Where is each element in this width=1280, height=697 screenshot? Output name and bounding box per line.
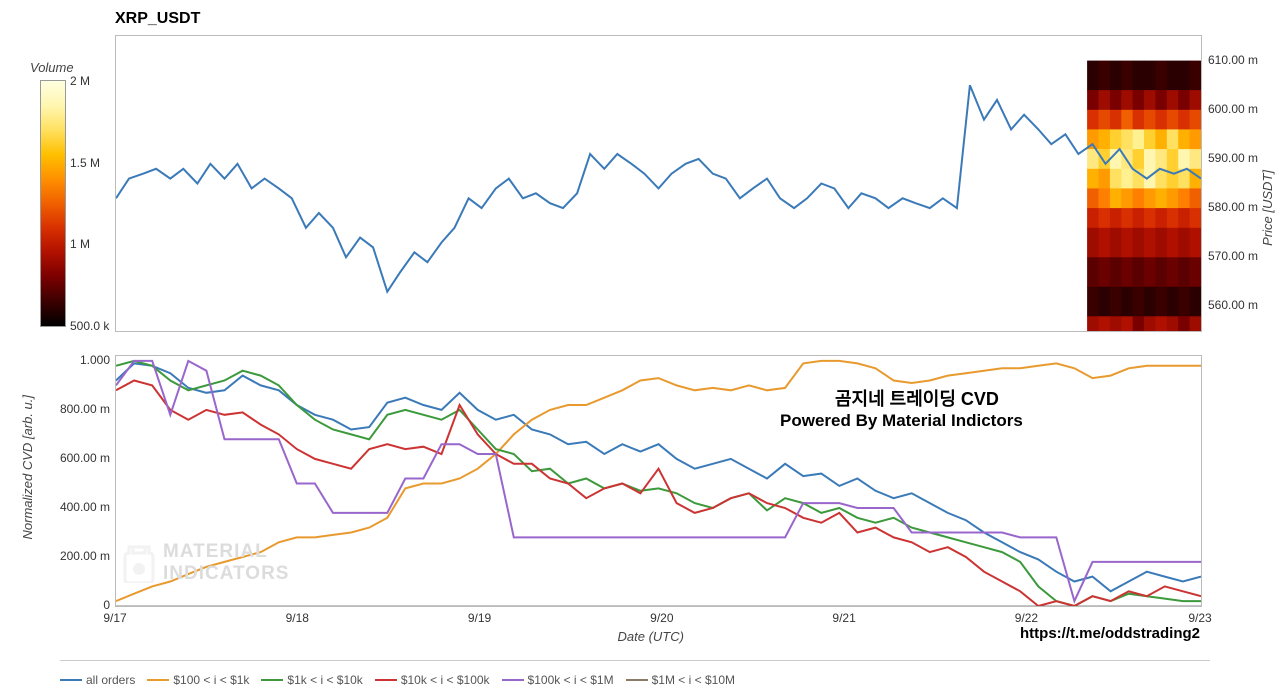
chart-title: XRP_USDT <box>115 10 200 28</box>
legend-item: $100 < i < $1k <box>147 673 249 687</box>
legend-item: all orders <box>60 673 135 687</box>
price-chart <box>115 35 1202 332</box>
watermark: MATERIALINDICATORS <box>121 541 289 585</box>
legend-item: $1M < i < $10M <box>626 673 735 687</box>
legend: all orders $100 < i < $1k $1k < i < $10k $1… <box>60 660 1210 687</box>
watermark-line1: MATERIAL <box>163 541 289 563</box>
annotation-line2: Powered By Material Indictors <box>780 411 1023 431</box>
telegram-link[interactable]: https://t.me/oddstrading2 <box>1020 625 1200 642</box>
legend-item: $100k < i < $1M <box>502 673 614 687</box>
volume-label: Volume <box>30 60 74 75</box>
legend-item: $1k < i < $10k <box>261 673 362 687</box>
cvd-xaxis-label: Date (UTC) <box>618 629 684 644</box>
annotation-line1: 곰지네 트레이딩 CVD <box>835 385 999 411</box>
price-axis-label: Price [USDT] <box>1260 170 1275 246</box>
page-root: { "title":"XRP_USDT", "colorbar":{"label… <box>0 0 1280 697</box>
legend-item: $10k < i < $100k <box>375 673 490 687</box>
watermark-line2: INDICATORS <box>163 563 289 585</box>
volume-colorbar <box>40 80 66 327</box>
cvd-yaxis-label: Normalized CVD [arb. u.] <box>20 395 35 540</box>
